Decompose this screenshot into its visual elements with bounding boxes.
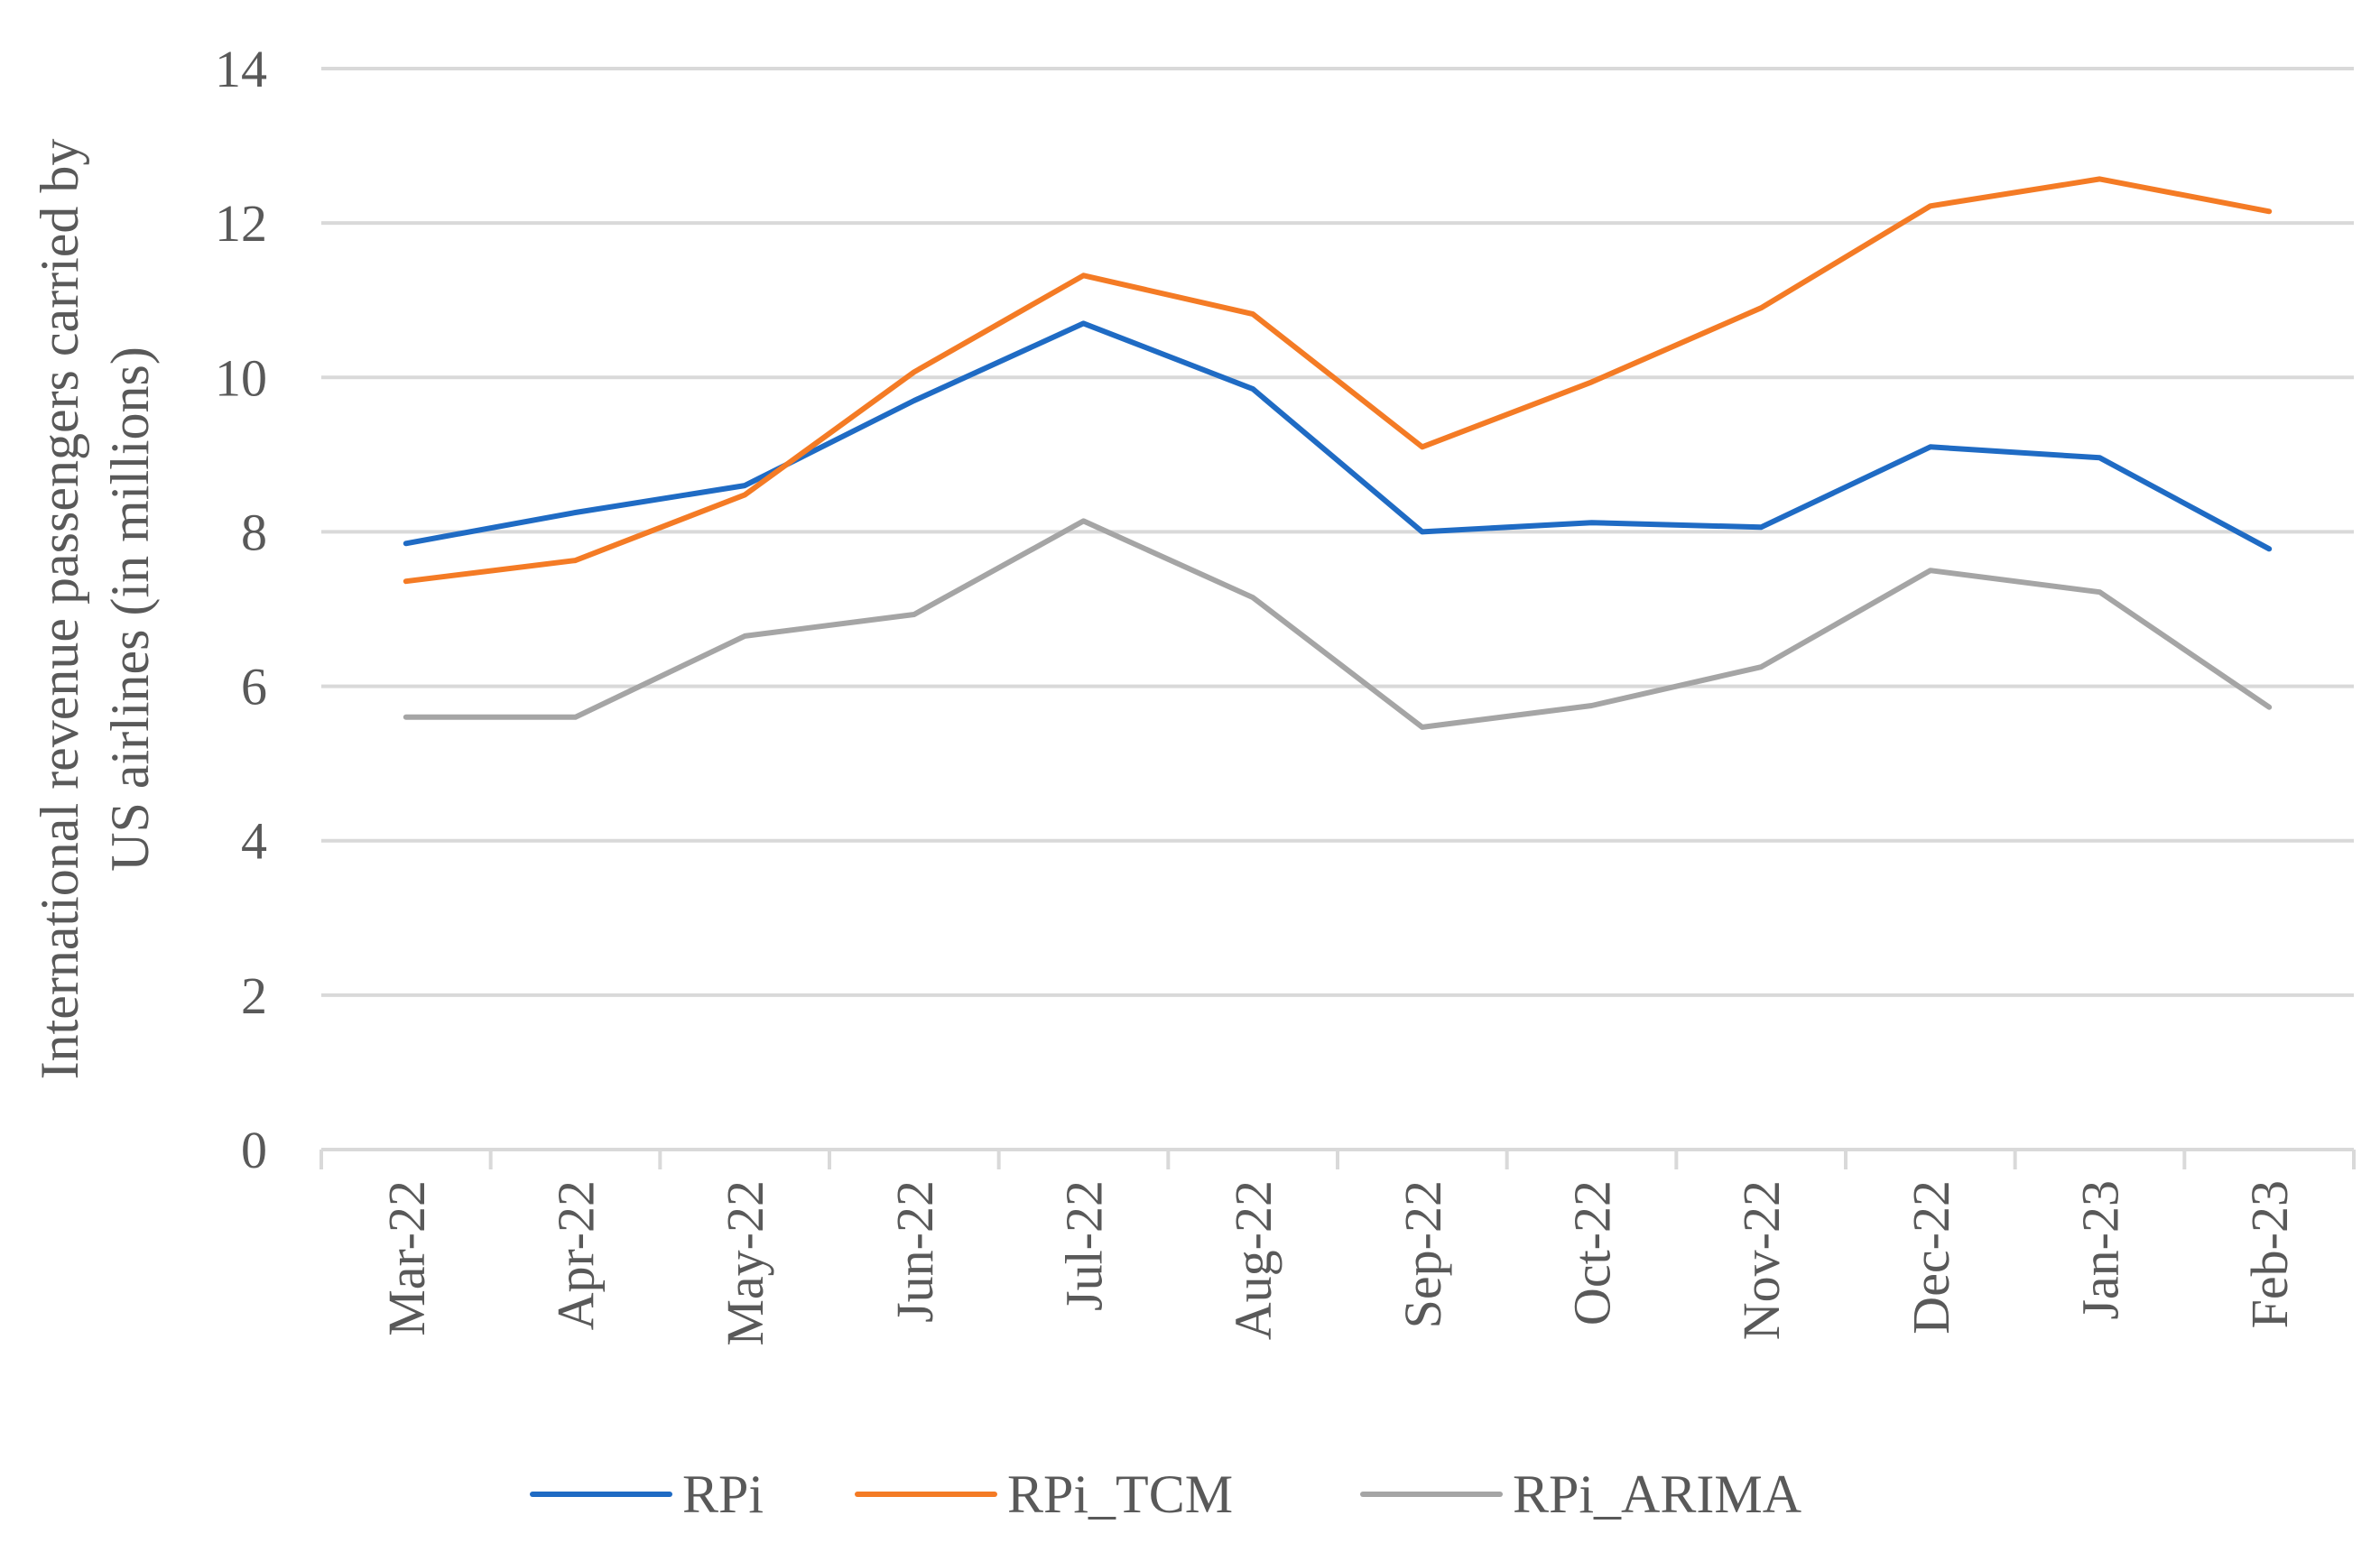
series-lines	[403, 176, 2273, 730]
x-tick-label: Mar-22	[377, 1180, 436, 1336]
y-axis-title: International revenue passengers carried…	[30, 139, 160, 1080]
y-tick-label: 10	[215, 348, 267, 407]
legend-label-rpi: RPi	[682, 1464, 764, 1524]
x-tick-label: May-22	[716, 1180, 774, 1346]
y-axis-title-line: International revenue passengers carried…	[30, 139, 89, 1080]
legend-label-rpi-tcm: RPi_TCM	[1007, 1464, 1233, 1524]
x-axis-tick-labels: Mar-22 Apr-22 May-22 Jun-22 Jul-22 Aug-22 Sep-…	[377, 1180, 2299, 1346]
x-axis	[319, 1148, 2356, 1169]
series-line-rpi	[403, 320, 2273, 552]
y-tick-label: 0	[241, 1121, 267, 1179]
x-tick-label: Apr-22	[547, 1180, 606, 1330]
y-tick-label: 2	[241, 966, 267, 1025]
y-tick-label: 6	[241, 658, 267, 716]
x-tick-label: Sep-22	[1394, 1180, 1452, 1328]
x-tick-label: Jun-22	[885, 1180, 944, 1323]
x-tick-label: Jan-23	[2071, 1180, 2130, 1320]
y-axis-title-line: US airlines (in millions)	[100, 346, 160, 872]
y-tick-label: 8	[241, 503, 267, 561]
legend-label-rpi-arima: RPi_ARIMA	[1513, 1464, 1801, 1524]
x-tick-label: Oct-22	[1563, 1180, 1622, 1326]
x-tick-label: Dec-22	[1902, 1180, 1960, 1335]
y-tick-label: 14	[215, 40, 267, 98]
gridlines	[321, 67, 2354, 997]
series-line-rpi-arima	[403, 518, 2273, 730]
x-tick-label: Aug-22	[1224, 1180, 1283, 1340]
y-tick-label: 12	[215, 194, 267, 253]
legend: RPi RPi_TCM RPi_ARIMA	[530, 1464, 1801, 1524]
x-tick-label: Nov-22	[1732, 1180, 1791, 1340]
x-tick-label: Feb-23	[2240, 1180, 2299, 1328]
series-line-rpi-tcm	[403, 176, 2273, 585]
y-tick-label: 4	[241, 812, 267, 871]
y-axis-tick-labels: 0 2 4 6 8 10 12 14	[215, 40, 267, 1179]
x-tick-label: Jul-22	[1055, 1180, 1114, 1311]
